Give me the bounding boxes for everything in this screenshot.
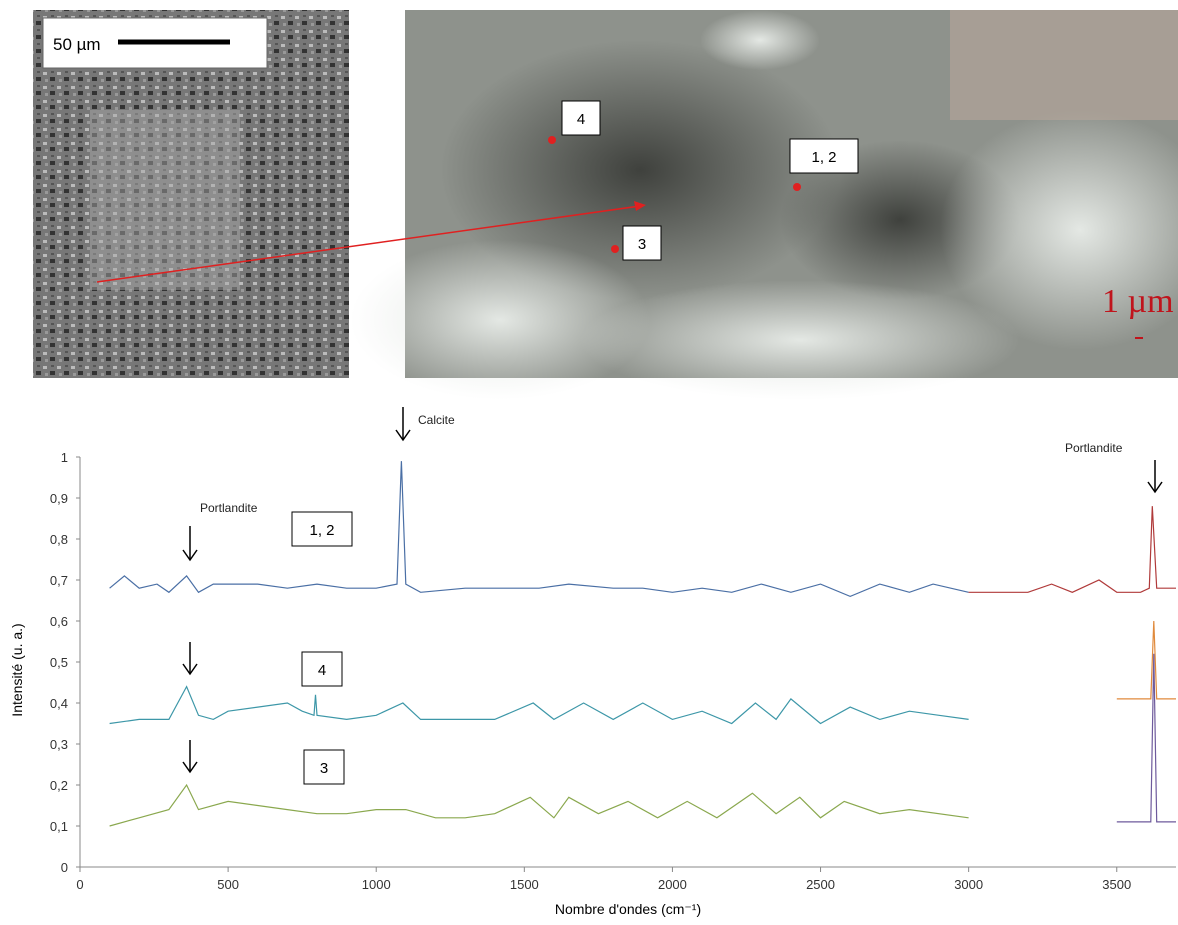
y-tick-label: 0 — [61, 860, 68, 875]
x-tick-label: 0 — [76, 877, 83, 892]
y-tick-label: 0,1 — [50, 819, 68, 834]
annotation-arrow-head — [182, 549, 198, 562]
annotation: Portlandite — [1065, 441, 1123, 455]
y-tick-label: 0,8 — [50, 532, 68, 547]
y-tick-label: 0,4 — [50, 696, 68, 711]
scale-label: 50 µm — [53, 35, 101, 54]
point-label: 3 — [638, 236, 646, 253]
annotation-arrow-head — [1147, 481, 1163, 494]
y-tick-label: 0,2 — [50, 778, 68, 793]
x-tick-label: 2000 — [658, 877, 687, 892]
x-tick-label: 1500 — [510, 877, 539, 892]
annotation-box — [291, 511, 353, 547]
annotation-box — [303, 749, 345, 785]
y-axis-title: Intensité (u. a.) — [9, 623, 25, 716]
x-tick-label: 3500 — [1102, 877, 1131, 892]
spectrum — [109, 685, 969, 725]
scale-label: 1 µm — [1102, 283, 1174, 320]
x-tick-label: 2500 — [806, 877, 835, 892]
x-axis-title: Nombre d'ondes (cm⁻¹) — [555, 901, 701, 917]
point-label: 4 — [577, 111, 585, 128]
annotation: Portlandite — [200, 501, 258, 515]
point-label: 1, 2 — [811, 149, 836, 166]
x-tick-label: 3000 — [954, 877, 983, 892]
spectrum — [1116, 620, 1176, 700]
x-tick-label: 500 — [217, 877, 239, 892]
optical-image: 1 µm 4 1, 2 3 — [350, 10, 1178, 400]
annotation: 1, 2 — [309, 522, 334, 539]
annotation-arrow-head — [395, 429, 411, 442]
spectrum — [109, 461, 969, 598]
y-tick-label: 0,9 — [50, 491, 68, 506]
annotation: 3 — [320, 760, 328, 777]
y-tick-label: 0,7 — [50, 573, 68, 588]
y-tick-label: 0,3 — [50, 737, 68, 752]
spectrum — [1116, 653, 1176, 823]
annotation-arrow-head — [182, 663, 198, 676]
y-tick-label: 0,6 — [50, 614, 68, 629]
annotation: 4 — [318, 662, 326, 679]
spectrum — [968, 506, 1176, 593]
sem-image: 50 µm — [33, 10, 349, 378]
annotation: Calcite — [418, 413, 455, 427]
arrow-head — [634, 201, 646, 211]
link-arrow — [96, 205, 641, 283]
y-tick-label: 1 — [61, 450, 68, 465]
x-tick-label: 1000 — [362, 877, 391, 892]
spectrum — [109, 783, 969, 827]
annotation-box — [301, 651, 343, 687]
y-tick-label: 0,5 — [50, 655, 68, 670]
annotation-arrow-head — [182, 761, 198, 774]
